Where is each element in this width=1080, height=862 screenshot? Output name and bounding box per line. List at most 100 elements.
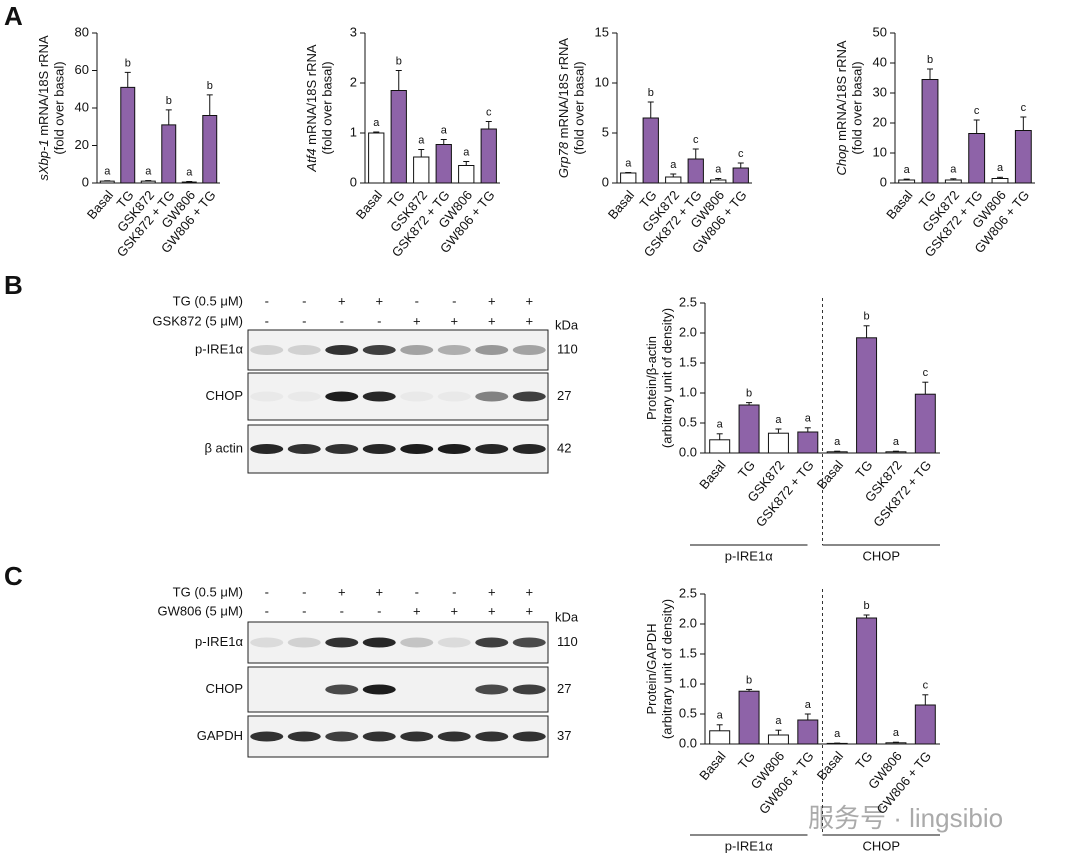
treatment-sign: - xyxy=(302,603,306,618)
y-tick-label: 2.0 xyxy=(679,615,697,630)
blot-row-label: CHOP xyxy=(205,388,243,403)
blot-band xyxy=(325,684,359,695)
group-label: CHOP xyxy=(862,548,900,563)
y-tick-label: 0.0 xyxy=(679,735,697,750)
significance-letter: a xyxy=(104,166,111,178)
blot-band xyxy=(362,345,396,355)
treatment-sign: - xyxy=(452,584,456,599)
blot-band xyxy=(250,444,284,454)
significance-letter: a xyxy=(775,414,782,426)
treatment-sign: + xyxy=(450,603,458,618)
x-tick-label: TG xyxy=(852,748,875,771)
blot-band xyxy=(362,731,396,742)
significance-letter: a xyxy=(834,436,841,448)
y-tick-label: 30 xyxy=(873,84,887,99)
bar xyxy=(435,144,452,184)
blot-band xyxy=(287,444,321,454)
treatment-sign: + xyxy=(375,293,383,308)
y-axis-label: Chop mRNA/18S rRNA xyxy=(834,40,849,175)
y-tick-label: 0.5 xyxy=(679,414,697,429)
x-tick-label: Basal xyxy=(84,187,116,222)
significance-letter: a xyxy=(715,163,722,175)
significance-letter: a xyxy=(893,436,900,448)
y-tick-label: 15 xyxy=(595,24,609,39)
x-tick-label: Basal xyxy=(605,187,637,222)
bar xyxy=(767,432,789,454)
blot-band xyxy=(400,731,434,742)
treatment-sign: + xyxy=(338,293,346,308)
bar xyxy=(885,451,907,454)
y-axis-label: Grp78 mRNA/18S rRNA xyxy=(556,38,571,178)
y-tick-label: 80 xyxy=(75,24,89,39)
bar xyxy=(202,115,218,184)
y-tick-label: 40 xyxy=(873,54,887,69)
treatment-label: GW806 (5 μM) xyxy=(157,603,243,618)
kda-unit: kDa xyxy=(555,609,579,624)
x-tick-label: Basal xyxy=(883,187,915,222)
bar xyxy=(1014,130,1032,184)
bar xyxy=(390,90,407,184)
blot-band xyxy=(475,444,509,454)
treatment-sign: - xyxy=(377,313,381,328)
y-axis-label-gene: sXbp-1 xyxy=(36,139,51,180)
y-axis-label-line2: (fold over basal) xyxy=(571,61,586,154)
significance-letter: a xyxy=(373,117,380,129)
significance-letter: a xyxy=(950,164,957,176)
panel-letter: B xyxy=(4,270,23,300)
bar xyxy=(914,704,936,745)
y-tick-label: 0 xyxy=(82,174,89,189)
y-axis-label-text: mRNA/18S rRNA xyxy=(834,40,849,144)
x-tick-label: Basal xyxy=(353,187,385,222)
y-axis-label-line2: (arbitrary unit of density) xyxy=(659,599,674,739)
blot-band xyxy=(362,444,396,454)
treatment-sign: + xyxy=(338,584,346,599)
y-axis-label-line2: (fold over basal) xyxy=(849,61,864,154)
blot-band xyxy=(250,391,284,402)
y-axis-label-gene: Grp78 xyxy=(556,141,571,178)
y-tick-label: 0 xyxy=(602,174,609,189)
blot-band xyxy=(400,345,434,355)
y-axis-label: Atf4 mRNA/18S rRNA xyxy=(304,44,319,172)
treatment-sign: + xyxy=(450,313,458,328)
significance-letter: b xyxy=(125,57,131,69)
treatment-sign: - xyxy=(340,313,344,328)
treatment-sign: + xyxy=(488,584,496,599)
significance-letter: c xyxy=(974,105,980,117)
kda-value: 110 xyxy=(557,341,578,356)
bar xyxy=(368,132,385,184)
blot-band xyxy=(287,731,321,742)
bar xyxy=(181,181,197,184)
treatment-sign: + xyxy=(525,603,533,618)
y-axis-label-text: Protein/β-actin xyxy=(644,336,659,420)
bar xyxy=(665,176,682,184)
bar xyxy=(710,179,727,184)
watermark: 服务号 · lingsibio xyxy=(808,803,1003,833)
significance-letter: a xyxy=(463,146,470,158)
blot-band xyxy=(287,345,321,355)
significance-letter: a xyxy=(441,124,448,136)
bar xyxy=(944,179,962,184)
bar xyxy=(991,178,1009,184)
panel-letter: A xyxy=(4,1,23,31)
significance-letter: a xyxy=(717,710,724,722)
bar xyxy=(642,117,659,184)
group-label: p-IRE1α xyxy=(725,548,773,563)
treatment-sign: - xyxy=(452,293,456,308)
blot-band xyxy=(475,345,509,355)
x-tick-label: Basal xyxy=(696,748,728,783)
significance-letter: b xyxy=(927,54,933,66)
y-tick-label: 50 xyxy=(873,24,887,39)
bar xyxy=(797,719,819,745)
significance-letter: c xyxy=(738,148,744,160)
significance-letter: b xyxy=(746,674,752,686)
significance-letter: a xyxy=(625,157,632,169)
significance-letter: a xyxy=(418,134,425,146)
panel-letter: C xyxy=(4,561,23,591)
kda-value: 42 xyxy=(557,440,571,455)
blot-band xyxy=(512,345,546,355)
bar xyxy=(885,742,907,745)
y-tick-label: 20 xyxy=(873,114,887,129)
blot-band xyxy=(325,444,359,454)
blot-band xyxy=(250,345,284,355)
y-tick-label: 20 xyxy=(75,137,89,152)
